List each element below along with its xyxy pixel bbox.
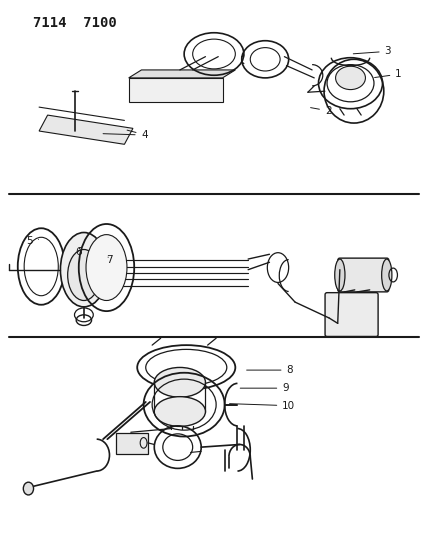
Ellipse shape [23,482,33,495]
FancyBboxPatch shape [338,258,389,292]
FancyBboxPatch shape [116,433,148,454]
Text: 7114  7100: 7114 7100 [33,16,116,30]
Ellipse shape [68,249,100,301]
Text: 4: 4 [127,130,148,140]
Text: 6: 6 [75,247,82,256]
Text: 3: 3 [353,46,391,56]
Polygon shape [129,70,235,78]
Polygon shape [39,115,133,144]
Text: 2: 2 [311,106,332,116]
Text: 5: 5 [26,236,39,246]
Ellipse shape [336,66,366,90]
FancyBboxPatch shape [129,78,223,102]
Ellipse shape [382,259,392,291]
Ellipse shape [154,367,205,397]
FancyBboxPatch shape [325,293,378,336]
Ellipse shape [86,235,127,301]
Text: 10: 10 [229,401,295,411]
Ellipse shape [154,397,205,426]
Text: 1: 1 [374,69,402,79]
Ellipse shape [60,232,107,307]
Ellipse shape [335,259,345,291]
Text: 7: 7 [107,255,113,264]
Text: 9: 9 [240,383,289,393]
Text: 8: 8 [247,365,293,375]
